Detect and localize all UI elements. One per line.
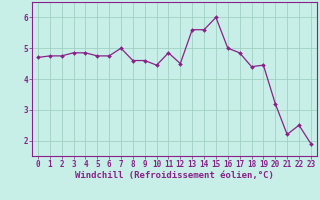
X-axis label: Windchill (Refroidissement éolien,°C): Windchill (Refroidissement éolien,°C) <box>75 171 274 180</box>
